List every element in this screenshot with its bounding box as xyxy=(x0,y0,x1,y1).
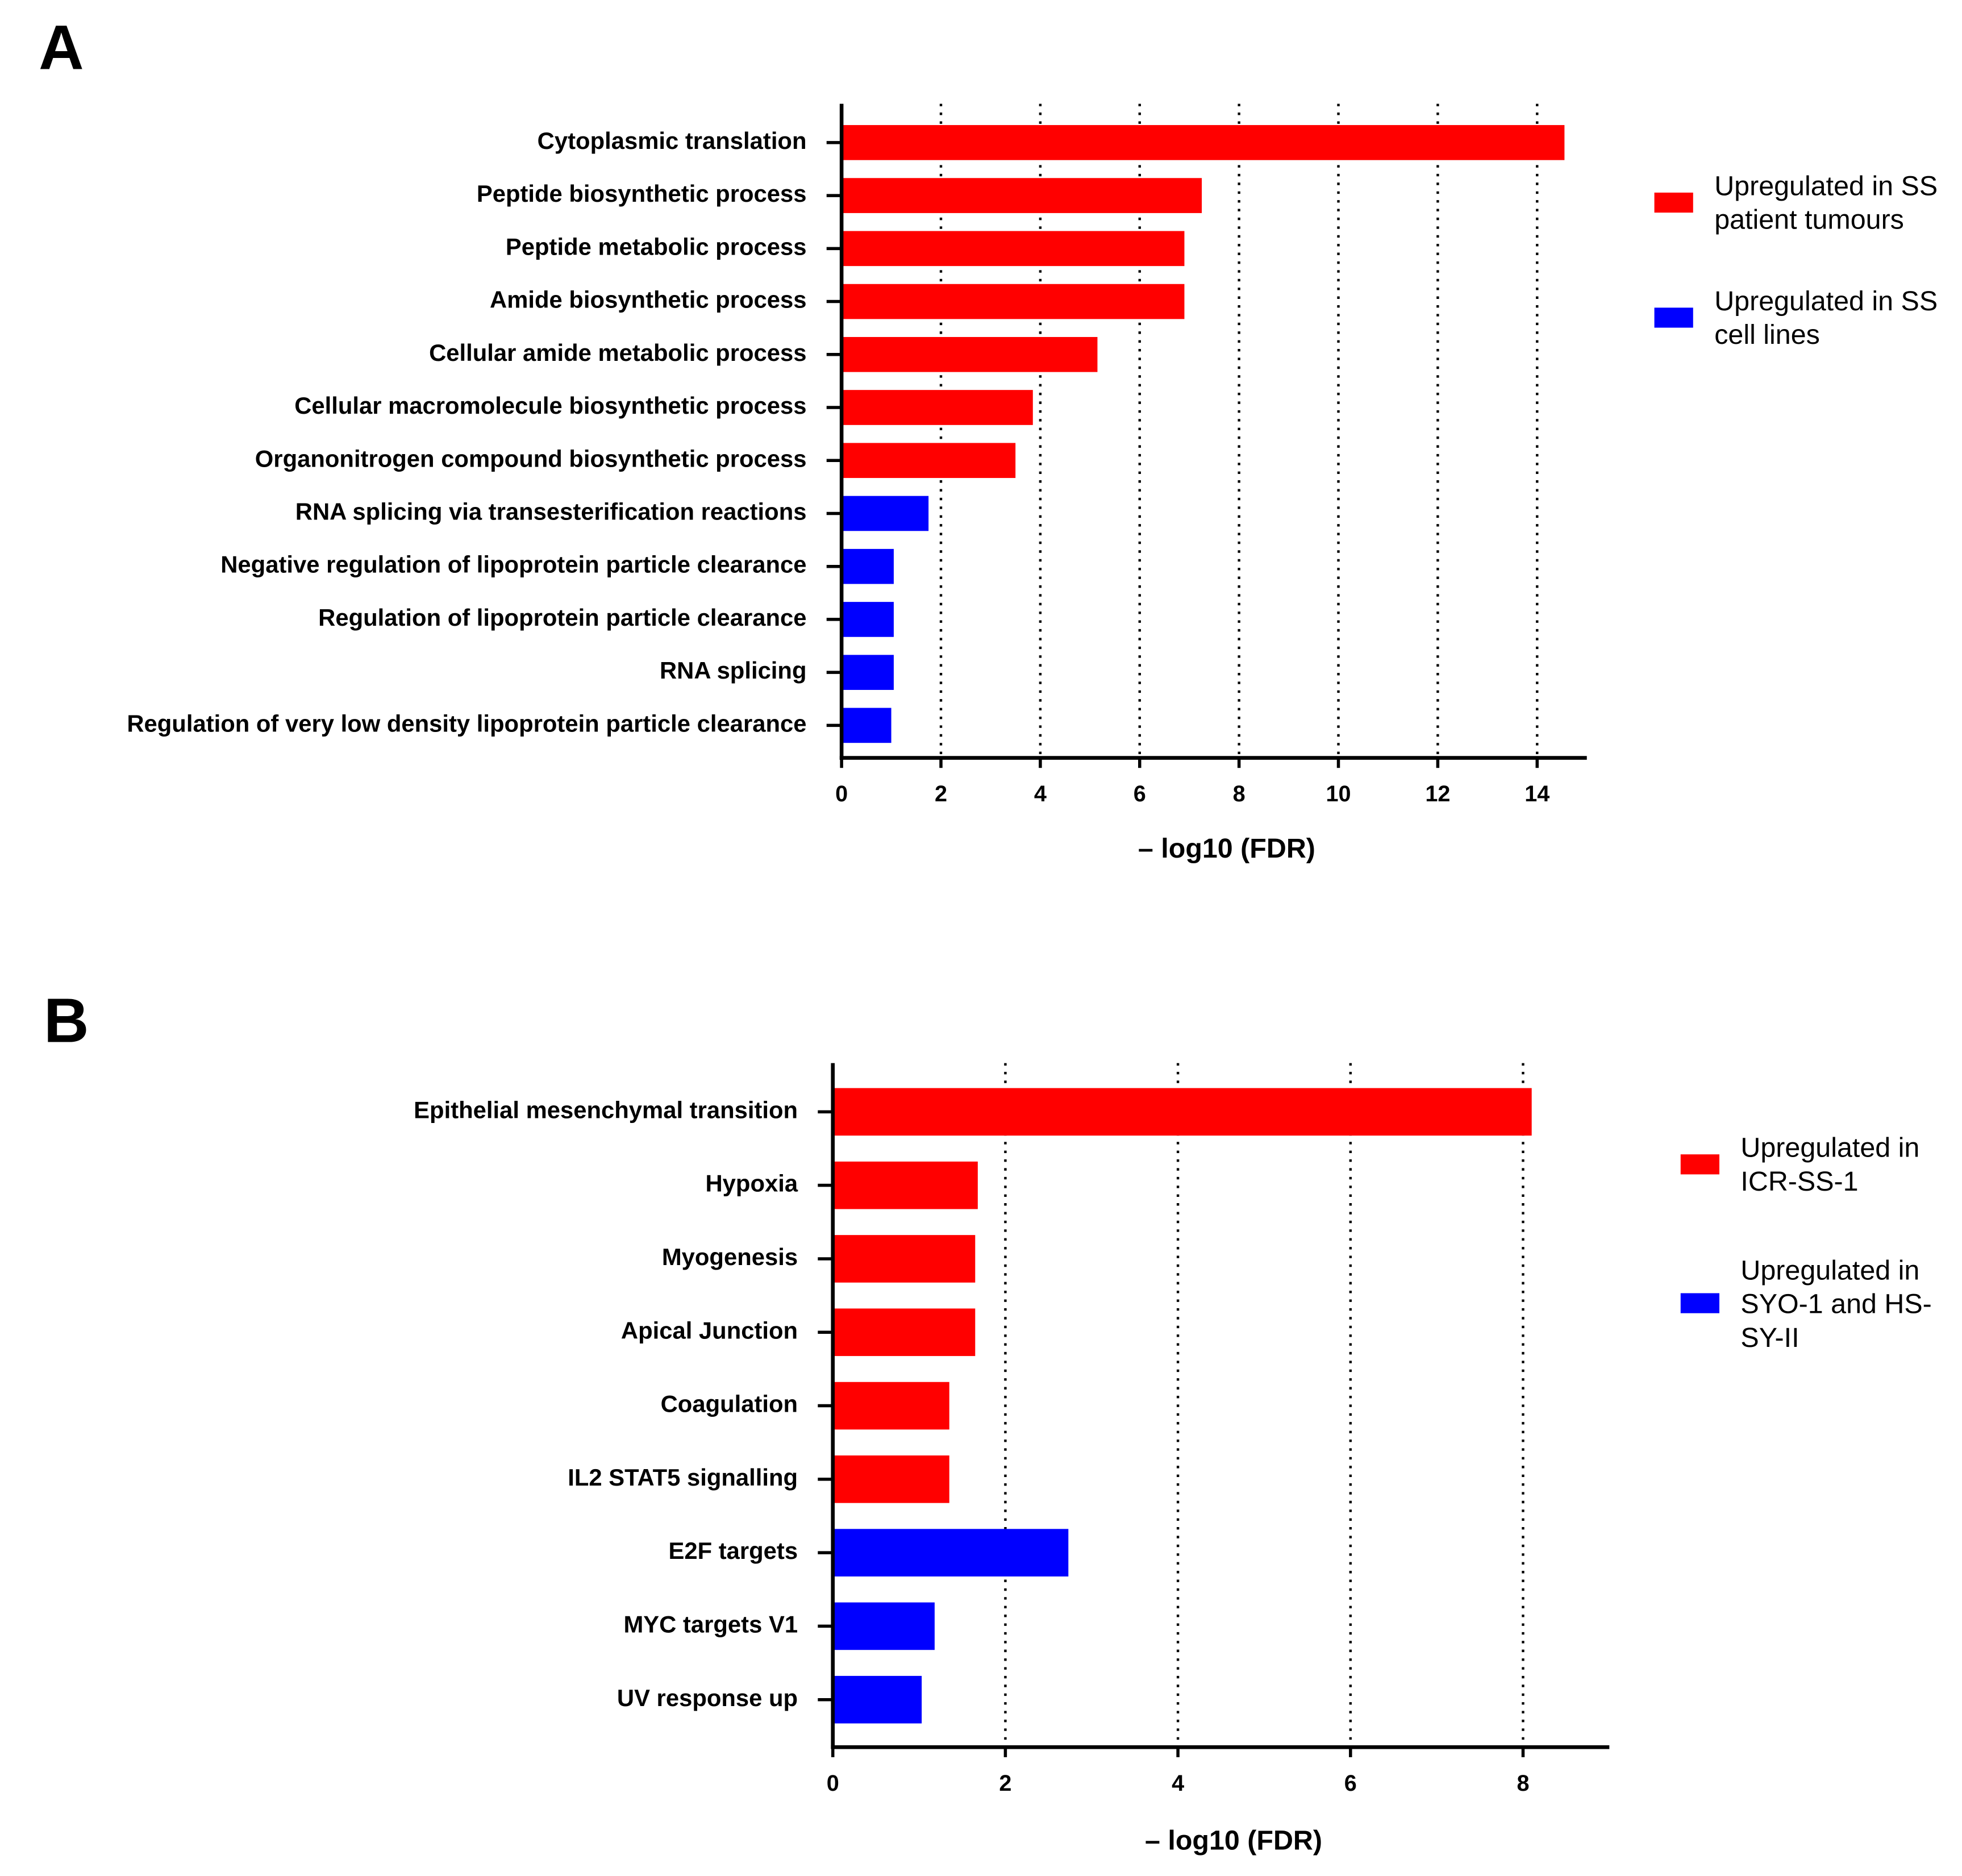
bar xyxy=(832,1602,935,1650)
legend-entry: Upregulated in SS cell lines xyxy=(1714,243,1959,393)
y-tick-label: Regulation of lipoprotein particle clear… xyxy=(318,604,806,631)
x-tick-label: 14 xyxy=(1524,781,1549,806)
bar xyxy=(842,336,1098,372)
x-tick-label: 0 xyxy=(835,781,848,806)
y-tick-label: Cellular macromolecule biosynthetic proc… xyxy=(294,392,806,419)
legend-swatch xyxy=(1654,192,1693,213)
y-tick-label: RNA splicing via transesterification rea… xyxy=(295,498,807,525)
bar xyxy=(832,1455,949,1503)
bar xyxy=(842,125,1565,160)
legend-label: Upregulated in ICR-SS-1 xyxy=(1740,1132,1920,1197)
bar xyxy=(832,1529,1069,1576)
bar xyxy=(832,1088,1532,1136)
legend-swatch xyxy=(1680,1154,1719,1175)
bar xyxy=(842,390,1033,425)
y-tick-label: IL2 STAT5 signalling xyxy=(568,1464,798,1491)
x-tick-label: 10 xyxy=(1326,781,1351,806)
x-tick-label: 0 xyxy=(827,1771,839,1796)
y-tick-label: MYC targets V1 xyxy=(623,1611,798,1637)
panel-label: B xyxy=(44,986,89,1056)
y-tick-label: Coagulation xyxy=(661,1391,798,1417)
y-tick-label: Regulation of very low density lipoprote… xyxy=(127,710,806,737)
bar xyxy=(842,655,894,690)
legend-entry: Upregulated in ICR-SS-1 xyxy=(1740,1089,1947,1239)
bar xyxy=(832,1161,978,1209)
x-tick-label: 2 xyxy=(999,1771,1011,1796)
legend-box: Upregulated in SS patient tumours xyxy=(1714,127,1959,277)
bar xyxy=(832,1382,949,1430)
y-tick-label: E2F targets xyxy=(668,1537,798,1564)
x-tick-label: 8 xyxy=(1233,781,1245,806)
y-tick-label: Myogenesis xyxy=(662,1243,798,1270)
bar xyxy=(842,548,894,584)
bar xyxy=(842,231,1185,267)
y-tick-label: Negative regulation of lipoprotein parti… xyxy=(220,551,806,578)
x-tick-label: 2 xyxy=(935,781,947,806)
y-tick-label: Organonitrogen compound biosynthetic pro… xyxy=(255,445,807,472)
legend-box: Upregulated in ICR-SS-1 xyxy=(1740,1089,1947,1239)
y-tick-label: Hypoxia xyxy=(705,1170,798,1197)
legend-label: Upregulated in SS cell lines xyxy=(1714,285,1938,351)
y-tick-label: Epithelial mesenchymal transition xyxy=(414,1096,798,1123)
y-tick-label: Cytoplasmic translation xyxy=(538,127,807,154)
y-tick-label: Apical Junction xyxy=(621,1317,798,1343)
bar xyxy=(842,284,1185,319)
x-tick-label: 12 xyxy=(1425,781,1450,806)
x-tick-label: 6 xyxy=(1134,781,1146,806)
x-axis-title: – log10 (FDR) xyxy=(1145,1825,1322,1856)
y-tick-label: Peptide biosynthetic process xyxy=(477,180,807,207)
y-tick-label: UV response up xyxy=(617,1684,798,1711)
legend-swatch xyxy=(1680,1293,1719,1313)
legend-label: Upregulated in SS patient tumours xyxy=(1714,170,1938,235)
x-axis-title: – log10 (FDR) xyxy=(1138,833,1315,864)
bar xyxy=(832,1308,976,1357)
x-tick-label: 6 xyxy=(1344,1771,1357,1796)
x-tick-label: 8 xyxy=(1517,1771,1529,1796)
bar xyxy=(842,178,1202,213)
legend-entry: Upregulated in SYO-1 and HS-SY-II xyxy=(1740,1228,1947,1378)
bar xyxy=(842,443,1016,479)
legend-label: Upregulated in SYO-1 and HS-SY-II xyxy=(1740,1254,1932,1353)
bar xyxy=(832,1235,976,1283)
y-tick-label: Amide biosynthetic process xyxy=(490,286,806,313)
legend-box: Upregulated in SYO-1 and HS-SY-II xyxy=(1740,1228,1947,1378)
legend-entry: Upregulated in SS patient tumours xyxy=(1714,127,1959,277)
x-tick-label: 4 xyxy=(1034,781,1047,806)
legend-box: Upregulated in SS cell lines xyxy=(1714,243,1959,393)
bar xyxy=(842,496,929,531)
bar xyxy=(842,602,894,637)
bar xyxy=(842,708,892,743)
y-tick-label: Peptide metabolic process xyxy=(506,233,807,260)
legend-swatch xyxy=(1654,307,1693,328)
y-tick-label: RNA splicing xyxy=(660,657,807,684)
y-tick-label: Cellular amide metabolic process xyxy=(429,339,806,366)
x-tick-label: 4 xyxy=(1172,1771,1184,1796)
bar xyxy=(832,1675,922,1724)
panel-label: A xyxy=(39,13,84,82)
